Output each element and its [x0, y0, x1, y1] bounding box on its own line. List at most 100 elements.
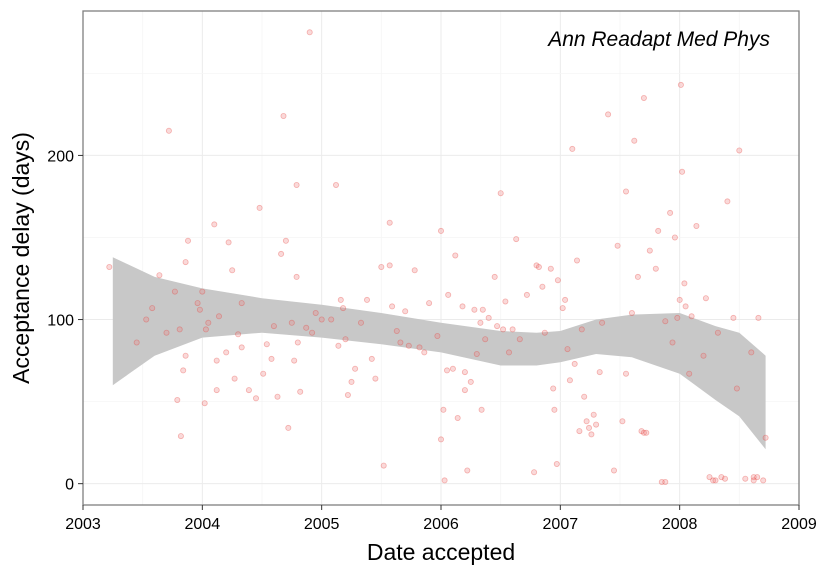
data-point — [452, 252, 459, 259]
data-point — [576, 428, 583, 435]
data-point — [599, 319, 606, 326]
x-axis-title: Date accepted — [367, 539, 515, 565]
data-point — [473, 350, 480, 357]
data-point — [443, 367, 450, 374]
data-point — [437, 227, 444, 234]
data-point — [593, 421, 600, 428]
data-point — [177, 433, 184, 440]
data-point — [634, 273, 641, 280]
data-point — [693, 222, 700, 229]
data-point — [288, 319, 295, 326]
data-point — [652, 265, 659, 272]
data-point — [662, 318, 669, 325]
data-point — [677, 81, 684, 88]
data-point — [533, 262, 540, 269]
data-point — [163, 329, 170, 336]
data-point — [312, 309, 319, 316]
data-point — [516, 336, 523, 343]
data-point — [688, 313, 695, 320]
data-point — [658, 478, 665, 485]
data-point — [294, 339, 301, 346]
data-point — [306, 29, 313, 36]
data-point — [590, 411, 597, 418]
data-point — [628, 309, 635, 316]
data-point — [386, 219, 393, 226]
data-point — [569, 145, 576, 152]
data-point — [397, 339, 404, 346]
data-point — [393, 327, 400, 334]
data-point — [211, 221, 218, 228]
data-point — [268, 355, 275, 362]
data-point — [467, 378, 474, 385]
y-axis-title: Acceptance delay (days) — [8, 132, 34, 384]
data-point — [293, 181, 300, 188]
data-point — [165, 127, 172, 134]
data-point — [500, 326, 507, 333]
y-tick-label: 100 — [47, 313, 74, 330]
gridlines — [82, 11, 800, 505]
data-point — [252, 395, 259, 402]
data-point — [143, 316, 150, 323]
data-point — [256, 204, 263, 211]
data-point — [229, 267, 236, 274]
data-point — [676, 296, 683, 303]
data-point — [646, 247, 653, 254]
data-point — [194, 300, 201, 307]
data-point — [539, 283, 546, 290]
data-point — [669, 339, 676, 346]
data-point — [328, 316, 335, 323]
data-point — [337, 296, 344, 303]
data-point — [238, 344, 245, 351]
data-point — [445, 291, 452, 298]
data-point — [260, 370, 267, 377]
data-point — [416, 344, 423, 351]
data-point — [559, 305, 566, 312]
data-point — [149, 305, 156, 312]
data-point — [461, 369, 468, 376]
data-point — [551, 406, 558, 413]
data-point — [718, 474, 725, 481]
data-point — [505, 349, 512, 356]
data-point — [133, 339, 140, 346]
data-point — [494, 323, 501, 330]
data-point — [755, 314, 762, 321]
data-point — [714, 329, 721, 336]
data-point — [278, 250, 285, 257]
confidence-band — [112, 257, 766, 450]
data-point — [201, 400, 208, 407]
data-point — [372, 375, 379, 382]
data-point — [213, 357, 220, 364]
data-point — [722, 475, 729, 482]
data-point — [509, 326, 516, 333]
data-point — [213, 387, 220, 394]
data-point — [291, 357, 298, 364]
data-point — [344, 391, 351, 398]
data-point — [547, 265, 554, 272]
data-point — [682, 303, 689, 310]
data-point — [730, 314, 737, 321]
data-point — [437, 436, 444, 443]
data-point — [411, 267, 418, 274]
data-point — [176, 326, 183, 333]
data-point — [352, 365, 359, 372]
data-point — [712, 477, 719, 484]
data-point — [441, 477, 448, 484]
data-point — [562, 296, 569, 303]
data-point — [335, 342, 342, 349]
data-point — [182, 352, 189, 359]
data-point — [700, 352, 707, 359]
data-point — [564, 346, 571, 353]
data-point — [378, 263, 385, 270]
data-point — [106, 263, 113, 270]
data-point — [184, 237, 191, 244]
data-point — [748, 349, 755, 356]
data-point — [643, 429, 650, 436]
journal-annotation: Ann Readapt Med Phys — [546, 28, 770, 51]
data-point — [205, 319, 212, 326]
data-point — [762, 434, 769, 441]
data-point — [477, 319, 484, 326]
data-point — [513, 236, 520, 243]
y-tick-label: 0 — [65, 477, 74, 494]
data-point — [736, 147, 743, 154]
x-tick-label: 2007 — [543, 516, 579, 533]
